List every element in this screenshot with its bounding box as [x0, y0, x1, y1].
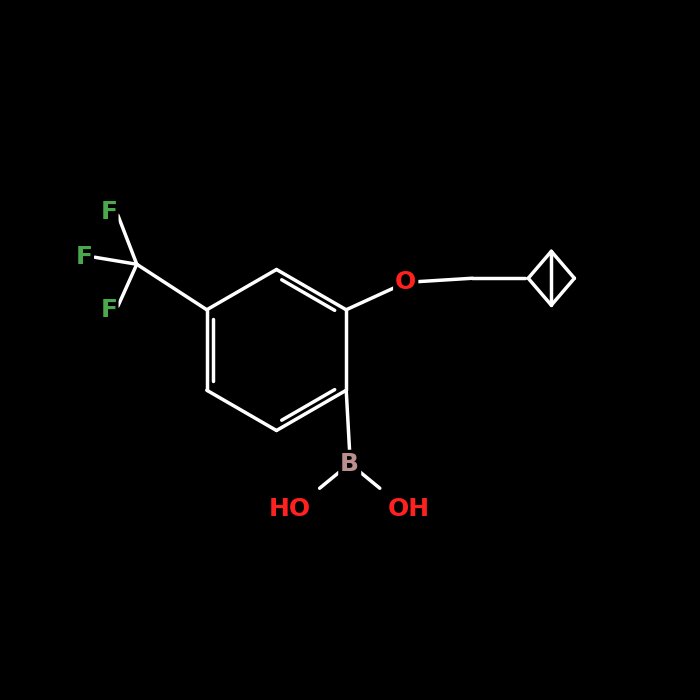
- Text: F: F: [76, 245, 93, 270]
- Text: F: F: [100, 298, 118, 322]
- Text: B: B: [340, 452, 359, 476]
- Text: O: O: [395, 270, 416, 294]
- Text: OH: OH: [389, 497, 430, 522]
- Text: HO: HO: [270, 497, 312, 522]
- Text: F: F: [100, 199, 118, 224]
